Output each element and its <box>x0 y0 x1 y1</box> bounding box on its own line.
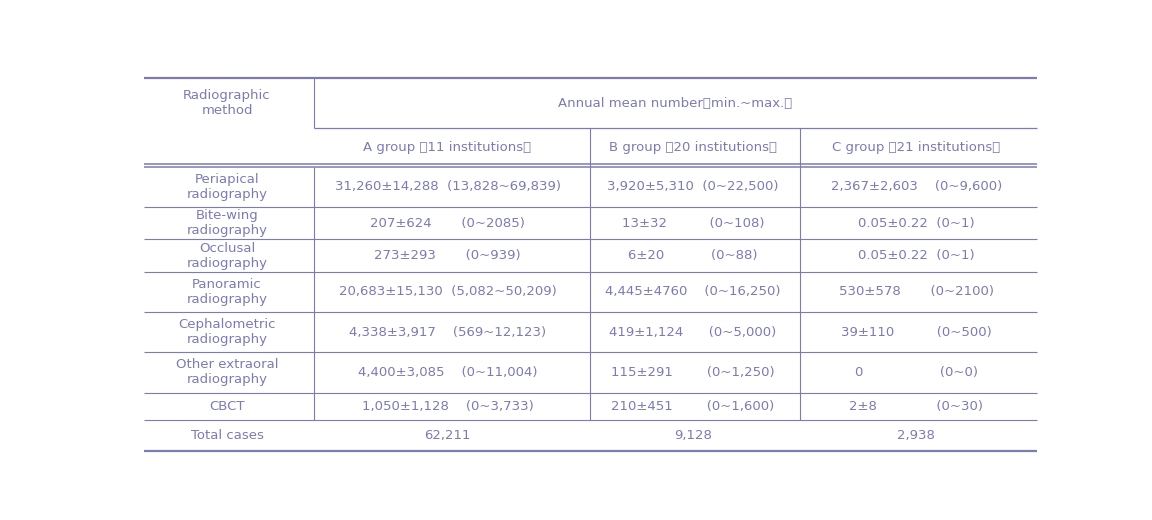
Text: Cephalometric
radiography: Cephalometric radiography <box>179 318 275 346</box>
Text: 0                  (0~0): 0 (0~0) <box>855 366 978 379</box>
Text: C group （21 institutions）: C group （21 institutions） <box>832 141 1000 154</box>
Text: 9,128: 9,128 <box>674 429 712 442</box>
Text: 3,920±5,310  (0~22,500): 3,920±5,310 (0~22,500) <box>607 180 779 193</box>
Text: 115±291        (0~1,250): 115±291 (0~1,250) <box>612 366 775 379</box>
Text: 4,338±3,917    (569~12,123): 4,338±3,917 (569~12,123) <box>349 326 546 339</box>
Text: 207±624       (0~2085): 207±624 (0~2085) <box>370 216 525 229</box>
Text: Radiographic
method: Radiographic method <box>183 89 271 118</box>
Text: 1,050±1,128    (0~3,733): 1,050±1,128 (0~3,733) <box>362 400 533 413</box>
Text: 530±578       (0~2100): 530±578 (0~2100) <box>839 285 994 298</box>
Text: CBCT: CBCT <box>210 400 244 413</box>
Text: 31,260±14,288  (13,828~69,839): 31,260±14,288 (13,828~69,839) <box>334 180 561 193</box>
Text: 2±8              (0~30): 2±8 (0~30) <box>849 400 984 413</box>
Text: B group （20 institutions）: B group （20 institutions） <box>609 141 778 154</box>
Text: 2,367±2,603    (0~9,600): 2,367±2,603 (0~9,600) <box>831 180 1002 193</box>
Text: 0.05±0.22  (0~1): 0.05±0.22 (0~1) <box>858 249 975 262</box>
Text: 4,445±4760    (0~16,250): 4,445±4760 (0~16,250) <box>605 285 781 298</box>
Text: Other extraoral
radiography: Other extraoral radiography <box>176 358 279 386</box>
Text: 419±1,124      (0~5,000): 419±1,124 (0~5,000) <box>609 326 776 339</box>
Text: Bite-wing
radiography: Bite-wing radiography <box>187 209 267 237</box>
Text: Panoramic
radiography: Panoramic radiography <box>187 278 267 306</box>
Text: 39±110          (0~500): 39±110 (0~500) <box>841 326 992 339</box>
Text: 2,938: 2,938 <box>897 429 935 442</box>
Text: Total cases: Total cases <box>190 429 264 442</box>
Text: 4,400±3,085    (0~11,004): 4,400±3,085 (0~11,004) <box>358 366 537 379</box>
Text: 0.05±0.22  (0~1): 0.05±0.22 (0~1) <box>858 216 975 229</box>
Text: 13±32          (0~108): 13±32 (0~108) <box>622 216 764 229</box>
Text: Periapical
radiography: Periapical radiography <box>187 173 267 201</box>
Text: Annual mean number（min.~max.）: Annual mean number（min.~max.） <box>558 97 793 110</box>
Text: 62,211: 62,211 <box>424 429 471 442</box>
Text: Occlusal
radiography: Occlusal radiography <box>187 242 267 269</box>
Text: 6±20           (0~88): 6±20 (0~88) <box>628 249 758 262</box>
Text: 273±293       (0~939): 273±293 (0~939) <box>374 249 521 262</box>
Text: A group （11 institutions）: A group （11 institutions） <box>364 141 531 154</box>
Text: 20,683±15,130  (5,082~50,209): 20,683±15,130 (5,082~50,209) <box>339 285 556 298</box>
Text: 210±451        (0~1,600): 210±451 (0~1,600) <box>612 400 774 413</box>
